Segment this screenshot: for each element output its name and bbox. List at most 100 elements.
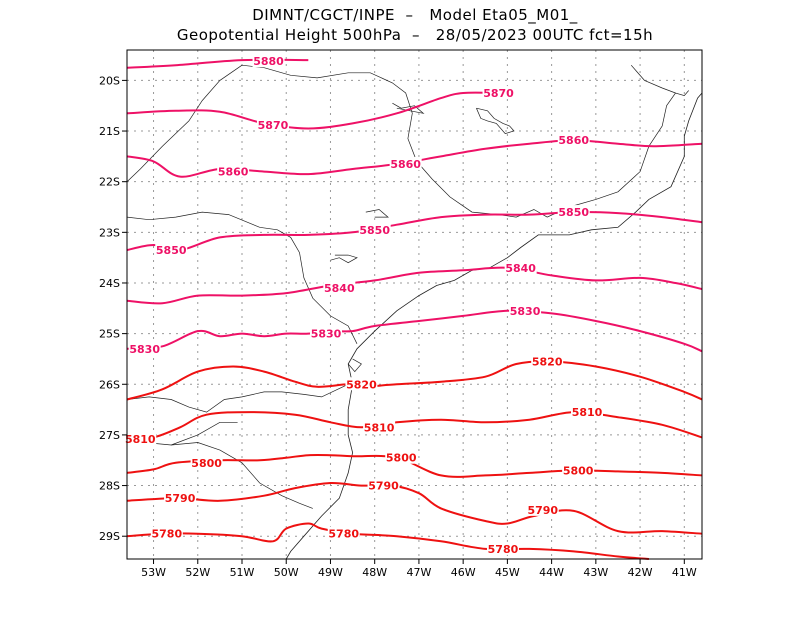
- contour-5850: [126, 211, 703, 252]
- contour-label-5800: 5800: [563, 464, 594, 477]
- lon-label: 52W: [185, 566, 210, 579]
- contour-label-bg: [128, 341, 161, 355]
- contour-label-bg: [509, 303, 542, 317]
- contour-label-bg: [155, 243, 188, 257]
- lon-label: 53W: [141, 566, 166, 579]
- contour-label-bg: [252, 54, 285, 68]
- lon-label: 48W: [362, 566, 387, 579]
- contour-label-5800: 5800: [386, 452, 417, 465]
- contour-label-5810: 5810: [572, 406, 603, 419]
- lat-label: 23S: [99, 226, 120, 239]
- contour-label-5870: 5870: [258, 119, 289, 132]
- axes: 20S 21S 22S 23S 24S 25S 26S 27S 28S 29S 53W 52W 51W 5…: [99, 74, 697, 579]
- contour-label-bg: [363, 420, 396, 434]
- lat-label: 27S: [99, 429, 120, 442]
- contour-labels: 5880 5870 5870 5860 5860 5860 5850 5850 5850 5840…: [124, 54, 603, 556]
- contour-label-5830: 5830: [129, 343, 160, 356]
- contour-label-5860: 5860: [218, 166, 249, 179]
- state-border: [241, 64, 689, 218]
- contour-label-5860: 5860: [558, 134, 589, 147]
- contour-label-5840: 5840: [324, 282, 355, 295]
- contour-5830: [126, 309, 703, 353]
- contour-label-bg: [164, 491, 197, 505]
- lat-label: 25S: [99, 328, 120, 341]
- contour-label-bg: [310, 326, 343, 340]
- lon-label: 42W: [628, 566, 653, 579]
- lon-label: 49W: [318, 566, 343, 579]
- lon-label: 45W: [495, 566, 520, 579]
- contour-label-bg: [367, 478, 400, 492]
- state-border: [630, 64, 676, 94]
- contour-label-5830: 5830: [510, 305, 541, 318]
- title-line-2: Geopotential Height 500hPa – 28/05/2023 …: [176, 26, 654, 44]
- lake-outline: [330, 254, 358, 264]
- lat-label: 22S: [99, 176, 120, 189]
- lat-label: 26S: [99, 378, 120, 391]
- contour-label-bg: [486, 541, 519, 555]
- title-line-1: DIMNT/CGCT/INPE – Model Eta05_M01_: [252, 6, 578, 24]
- lon-label: 51W: [230, 566, 255, 579]
- contour-label-bg: [385, 450, 418, 464]
- contour-label-5870: 5870: [483, 87, 514, 100]
- contour-label-bg: [256, 117, 289, 131]
- state-border: [126, 383, 349, 413]
- lon-label: 46W: [451, 566, 476, 579]
- contours: [126, 58, 703, 560]
- contour-label-5790: 5790: [165, 492, 196, 505]
- lake-outline: [347, 358, 362, 373]
- map-frame: [126, 49, 703, 560]
- lon-label: 50W: [274, 566, 299, 579]
- contour-label-5790: 5790: [527, 504, 558, 517]
- contour-5790: [126, 481, 703, 535]
- contour-label-bg: [358, 222, 391, 236]
- contour-label-5790: 5790: [368, 480, 399, 493]
- contour-label-bg: [562, 463, 595, 477]
- lon-label: 41W: [672, 566, 697, 579]
- lake-outline: [476, 107, 515, 134]
- contour-label-bg: [557, 205, 590, 219]
- graticule: [127, 50, 702, 559]
- contour-label-bg: [504, 260, 537, 274]
- lat-label: 20S: [99, 74, 120, 87]
- contour-label-5810: 5810: [125, 433, 156, 446]
- state-border: [126, 64, 243, 182]
- contour-label-bg: [345, 377, 378, 391]
- contour-label-5780: 5780: [488, 543, 519, 556]
- lat-label: 24S: [99, 277, 120, 290]
- contour-label-bg: [150, 526, 183, 540]
- state-border: [126, 434, 313, 509]
- contour-label-5850: 5850: [558, 206, 589, 219]
- contour-label-bg: [190, 455, 223, 469]
- contour-label-bg: [531, 354, 564, 368]
- lon-label: 44W: [539, 566, 564, 579]
- contour-label-5780: 5780: [151, 528, 182, 541]
- contour-5870: [126, 91, 499, 130]
- contour-label-bg: [557, 133, 590, 147]
- contour-label-bg: [217, 164, 250, 178]
- contour-label-5880: 5880: [253, 55, 284, 68]
- contour-label-bg: [124, 431, 157, 445]
- contour-label-5800: 5800: [191, 457, 222, 470]
- state-border: [126, 211, 358, 344]
- contour-label-5850: 5850: [359, 224, 390, 237]
- lake-outline: [365, 209, 389, 218]
- lat-label: 28S: [99, 480, 120, 493]
- lake-outline: [392, 102, 425, 114]
- contour-label-5840: 5840: [505, 262, 536, 275]
- lon-label: 47W: [406, 566, 431, 579]
- lat-label: 21S: [99, 125, 120, 138]
- contour-label-bg: [389, 156, 422, 170]
- contour-5820: [126, 360, 703, 401]
- geography: [126, 64, 703, 560]
- contour-5780: [126, 522, 649, 560]
- coastline: [285, 92, 703, 560]
- contour-label-bg: [526, 502, 559, 516]
- contour-label-5860: 5860: [390, 158, 421, 171]
- state-border: [171, 421, 238, 446]
- contour-label-5810: 5810: [364, 421, 395, 434]
- contour-label-bg: [482, 86, 515, 100]
- contour-label-bg: [323, 281, 356, 295]
- contour-label-5780: 5780: [328, 528, 359, 541]
- lat-label: 29S: [99, 530, 120, 543]
